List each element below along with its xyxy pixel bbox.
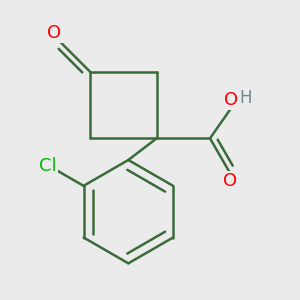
Text: O: O — [224, 91, 238, 109]
Text: O: O — [223, 172, 237, 190]
Text: O: O — [47, 24, 61, 42]
Text: Cl: Cl — [39, 157, 56, 175]
Text: H: H — [239, 88, 252, 106]
